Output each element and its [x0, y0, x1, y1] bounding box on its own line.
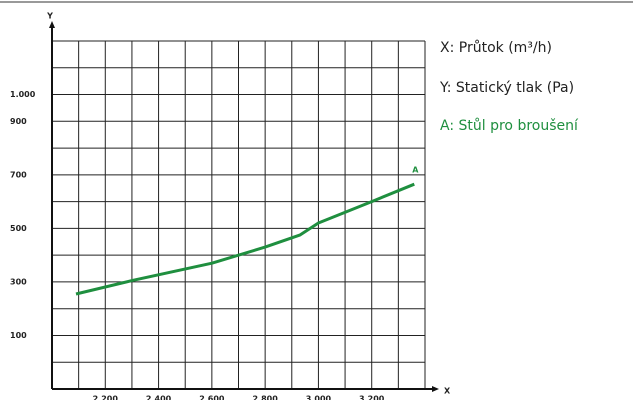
x-tick-label: 3.000: [306, 395, 332, 400]
x-tick-label: 2.800: [252, 395, 278, 400]
y-axis-label: Y: [46, 12, 53, 21]
y-tick-label: 300: [10, 277, 27, 286]
y-tick-label: 500: [10, 224, 27, 233]
x-arrow: [432, 386, 439, 392]
legend-x: X: Průtok (m³/h): [440, 40, 552, 56]
legend-y: Y: Statický tlak (Pa): [439, 80, 574, 96]
y-tick-label: 1.000: [10, 90, 36, 99]
y-tick-label: 900: [10, 117, 27, 126]
series-line: [75, 182, 415, 296]
x-tick-label: 2.400: [146, 395, 172, 400]
series-label: A: [412, 166, 419, 175]
x-tick-label: 3.200: [359, 395, 385, 400]
y-tick-label: 700: [10, 170, 27, 179]
x-tick-label: 2.200: [93, 395, 119, 400]
x-tick-label: 2.600: [199, 395, 225, 400]
y-arrow: [49, 21, 55, 28]
y-tick-label: 100: [10, 331, 27, 340]
legend-a: A: Stůl pro broušení: [440, 118, 579, 134]
x-axis-label: X: [444, 387, 451, 396]
